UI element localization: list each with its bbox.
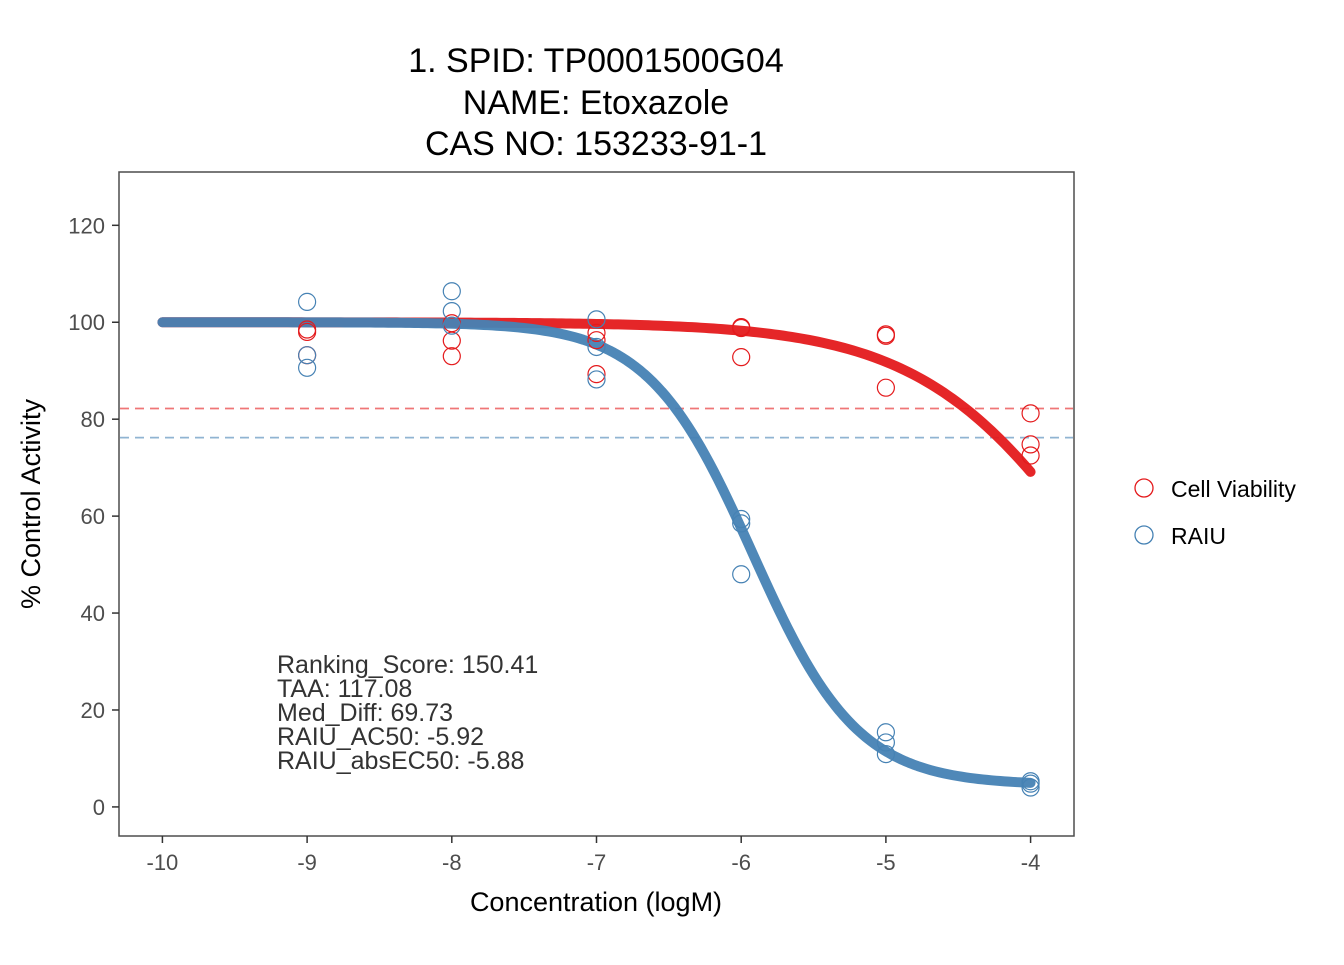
- data-point-1: [1021, 774, 1040, 793]
- x-tick-label: -6: [731, 850, 751, 875]
- data-points: [298, 282, 1040, 797]
- x-tick-label: -7: [587, 850, 607, 875]
- y-tick-label: 120: [68, 213, 105, 238]
- data-point-0: [732, 318, 751, 338]
- data-point-1: [876, 723, 895, 742]
- chart-title: 1. SPID: TP0001500G04 NAME: Etoxazole CA…: [408, 42, 784, 163]
- data-point-1: [442, 282, 461, 301]
- y-tick-label: 0: [93, 795, 105, 820]
- data-point-1: [298, 358, 317, 377]
- x-tick-label: -9: [297, 850, 317, 875]
- data-point-1: [298, 292, 317, 311]
- data-point-1: [876, 744, 895, 764]
- data-point-1: [587, 310, 606, 329]
- x-axis-title: Concentration (logM): [470, 887, 722, 917]
- data-point-1: [442, 302, 461, 321]
- legend-label-cell-viability: Cell Viability: [1171, 476, 1296, 502]
- data-point-0: [1021, 435, 1040, 454]
- annotation-taa: TAA: 117.08: [277, 675, 412, 703]
- data-point-1: [442, 316, 461, 335]
- y-tick-label: 20: [81, 698, 105, 723]
- legend-key-raiu: [1134, 525, 1154, 545]
- annotation-med-diff: Med_Diff: 69.73: [277, 699, 453, 727]
- data-point-0: [1021, 404, 1040, 423]
- data-point-0: [876, 378, 895, 397]
- data-point-1: [876, 733, 895, 752]
- plot-panel: [118, 171, 1075, 837]
- x-tick-label: -10: [147, 850, 179, 875]
- y-axis-ticks: 0 20 40 60 80 100 120: [68, 213, 119, 820]
- x-tick-label: -8: [442, 850, 462, 875]
- annotation-raiu-ac50: RAIU_AC50: -5.92: [277, 723, 484, 751]
- data-point-0: [442, 347, 461, 366]
- data-point-0: [587, 365, 606, 384]
- y-tick-label: 60: [81, 504, 105, 529]
- data-point-1: [298, 346, 317, 365]
- y-tick-label: 80: [81, 407, 105, 432]
- data-point-0: [298, 322, 317, 342]
- x-tick-label: -5: [876, 850, 896, 875]
- legend-key-cell-viability: [1134, 478, 1154, 498]
- legend: Cell Viability RAIU: [1134, 476, 1296, 549]
- data-point-0: [876, 326, 895, 345]
- data-point-1: [732, 509, 751, 529]
- data-point-0: [587, 323, 606, 343]
- data-point-1: [732, 565, 751, 584]
- legend-label-raiu: RAIU: [1171, 523, 1226, 549]
- data-point-1: [1021, 778, 1040, 797]
- x-tick-label: -4: [1021, 850, 1041, 875]
- data-point-0: [732, 348, 751, 367]
- y-axis-title: % Control Activity: [16, 398, 46, 609]
- summary-annotations: Ranking_Score: 150.41 TAA: 117.08 Med_Di…: [277, 651, 538, 775]
- y-tick-label: 100: [68, 310, 105, 335]
- data-point-0: [1021, 446, 1040, 465]
- title-line-2: NAME: Etoxazole: [463, 84, 729, 122]
- title-line-1: 1. SPID: TP0001500G04: [408, 42, 784, 80]
- y-tick-label: 40: [81, 601, 105, 626]
- data-point-1: [587, 337, 606, 357]
- threshold-lines: [120, 407, 1073, 439]
- title-line-3: CAS NO: 153233-91-1: [425, 125, 767, 163]
- annotation-ranking-score: Ranking_Score: 150.41: [277, 651, 538, 679]
- x-axis-ticks: -10 -9 -8 -7 -6 -5 -4: [147, 836, 1041, 875]
- data-point-0: [587, 331, 606, 350]
- data-point-1: [732, 514, 751, 533]
- data-point-1: [587, 370, 606, 389]
- data-point-0: [442, 331, 461, 350]
- annotation-raiu-absec50: RAIU_absEC50: -5.88: [277, 747, 524, 775]
